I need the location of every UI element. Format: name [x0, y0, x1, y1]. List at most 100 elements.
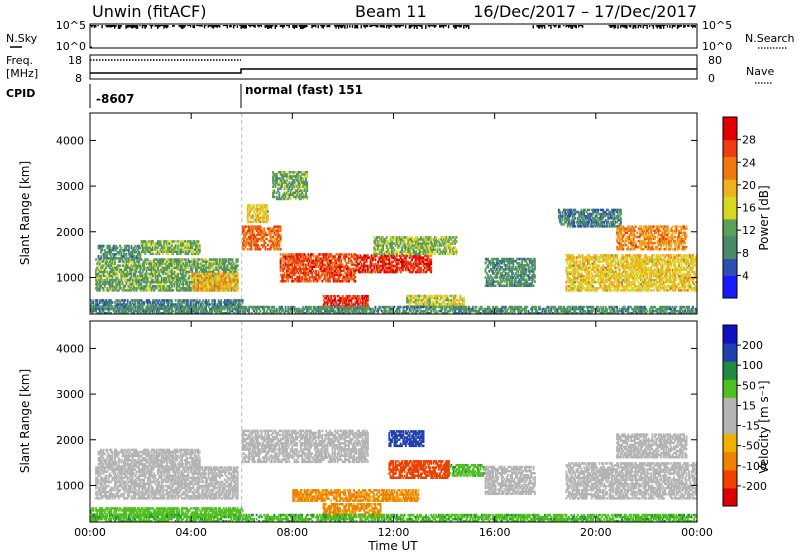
scatter-cell — [111, 274, 114, 278]
scatter-cell — [378, 266, 381, 270]
scatter-cell — [229, 285, 231, 288]
scatter-cell — [115, 299, 118, 302]
scatter-cell — [342, 257, 345, 260]
scatter-cell — [404, 248, 407, 251]
scatter-cell — [160, 258, 163, 261]
scatter-cell — [403, 258, 406, 261]
scatter-cell — [302, 171, 305, 174]
scatter-cell — [393, 242, 396, 245]
scatter-cell — [157, 301, 159, 304]
scatter-cell — [432, 248, 435, 251]
scatter-cell — [164, 258, 167, 261]
scatter-cell — [222, 268, 225, 271]
scatter-cell — [488, 284, 491, 287]
scatter-cell — [281, 265, 283, 269]
scatter-cell — [186, 262, 188, 265]
scatter-cell — [186, 282, 188, 286]
scatter-cell — [403, 250, 406, 253]
scatter-cell — [412, 252, 415, 256]
scatter-cell — [403, 240, 406, 243]
scatter-cell — [138, 251, 140, 254]
scatter-cell — [202, 266, 205, 269]
scatter-cell — [193, 248, 196, 251]
scatter-cell — [345, 297, 348, 300]
scatter-cell — [184, 289, 187, 292]
scatter-cell — [355, 254, 358, 257]
scatter-cell — [126, 266, 129, 269]
scatter-cell — [236, 280, 239, 284]
scatter-cell — [316, 259, 319, 262]
scatter-cell — [422, 298, 425, 302]
scatter-cell — [422, 242, 425, 245]
scatter-cell — [360, 301, 363, 304]
sky-count-bar — [301, 25, 303, 29]
scatter-cell — [217, 266, 220, 269]
scatter-cell — [220, 287, 223, 290]
sky-count-bar — [565, 25, 567, 28]
scatter-cell — [255, 214, 258, 217]
scatter-cell — [411, 252, 414, 256]
scatter-cell — [337, 275, 340, 279]
scatter-cell — [422, 260, 425, 264]
scatter-cell — [259, 206, 262, 209]
scatter-cell — [411, 301, 414, 304]
scatter-cell — [244, 243, 247, 247]
scatter-cell — [489, 284, 492, 287]
sky-count-bar — [580, 25, 583, 27]
scatter-cell — [205, 280, 207, 284]
scatter-cell — [279, 235, 282, 239]
scatter-cell — [283, 179, 286, 182]
scatter-cell — [263, 216, 266, 219]
scatter-cell — [227, 272, 230, 276]
scatter-cell — [119, 270, 121, 274]
scatter-cell — [176, 282, 178, 286]
scatter-cell — [178, 240, 181, 243]
scatter-cell — [340, 257, 343, 260]
scatter-cell — [305, 271, 307, 275]
scatter-cell — [206, 285, 209, 288]
cpid-segment-2: normal (fast) 151 — [245, 83, 363, 97]
scatter-cell — [415, 260, 417, 264]
scatter-cell — [207, 303, 210, 306]
scatter-cell — [389, 262, 392, 266]
sky-count-bar — [439, 25, 441, 28]
scatter-cell — [249, 225, 252, 228]
scatter-cell — [373, 236, 376, 239]
scatter-cell — [440, 294, 443, 298]
scatter-cell — [177, 258, 180, 261]
scatter-cell — [377, 236, 379, 239]
scatter-cell — [378, 264, 381, 268]
scatter-cell — [311, 273, 314, 277]
scatter-cell — [355, 264, 358, 268]
scatter-cell — [179, 240, 182, 243]
scatter-cell — [152, 248, 154, 251]
scatter-cell — [360, 262, 363, 266]
scatter-cell — [273, 191, 276, 195]
scatter-cell — [384, 250, 387, 253]
scatter-cell — [234, 280, 237, 284]
scatter-cell — [399, 240, 402, 243]
scatter-cell — [239, 299, 242, 302]
scatter-cell — [320, 275, 323, 279]
scatter-cell — [150, 282, 153, 286]
scatter-cell — [436, 250, 439, 253]
scatter-cell — [287, 255, 290, 258]
scatter-cell — [170, 248, 173, 251]
scatter-cell — [110, 264, 113, 267]
scatter-cell — [96, 287, 99, 290]
scatter-cell — [232, 287, 235, 290]
scatter-cell — [217, 264, 220, 267]
scatter-cell — [232, 270, 235, 274]
scatter-cell — [336, 257, 339, 260]
scatter-cell — [426, 264, 429, 268]
sky-count-bar — [254, 25, 256, 28]
scatter-cell — [326, 273, 329, 277]
scatter-cell — [193, 299, 196, 302]
scatter-cell — [100, 248, 102, 252]
scatter-cell — [134, 289, 137, 292]
scatter-cell — [391, 256, 393, 259]
sky-count-bar — [334, 25, 336, 27]
scatter-cell — [169, 246, 172, 249]
scatter-cell — [411, 248, 414, 251]
scatter-cell — [234, 278, 237, 282]
